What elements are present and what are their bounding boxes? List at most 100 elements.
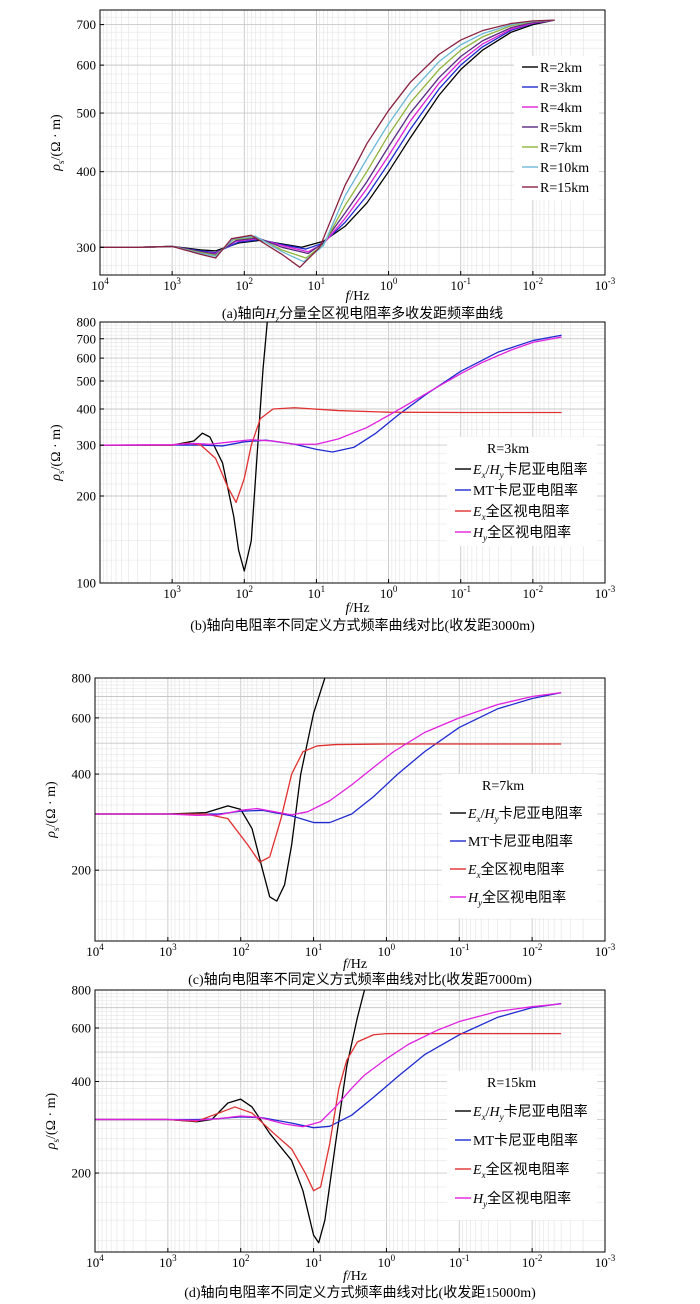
series-line-a-4 [100,19,555,259]
series-line-a-0 [100,19,555,252]
x-tick-label: 10-2 [523,276,544,293]
legend-background [442,774,597,918]
legend-entry: R=4km [540,101,582,116]
x-tick-label: 103 [159,1253,177,1270]
figure-caption: (c)轴向电阻率不同定义方式频率曲线对比(收发距7000m) [188,971,532,988]
chart-panel-a: 104 103 102 101 100 10-1 10-2 10-3 300 400 500 600 7… [49,9,616,324]
x-tick-label: 101 [308,584,326,601]
x-tick-label: 101 [305,942,323,959]
x-tick-label: 103 [159,942,177,959]
legend-title: R=15km [487,1076,536,1091]
series-line-d-2 [95,1032,562,1192]
legend-entry: Ex/Hy卡尼亚电阻率 [467,805,583,824]
x-tick-label: 10-2 [522,942,543,959]
series-line-a-3 [100,19,555,256]
y-tick-label: 600 [72,1020,92,1035]
legend-entry: Hy全区视电阻率 [467,889,566,908]
legend-d: R=15km Ex/Hy卡尼亚电阻率 MT卡尼亚电阻率 Ex全区视电阻率 Hy全区视电阻… [447,1071,597,1220]
x-tick-label: 10-1 [449,1253,470,1270]
x-tick-label: 102 [232,1253,250,1270]
x-tick-label: 103 [163,584,181,601]
series-group-c [95,678,562,902]
series-line-a-6 [100,19,555,268]
y-tick-label: 400 [72,767,92,782]
figure-caption: (b)轴向电阻率不同定义方式频率曲线对比(收发距3000m) [190,617,535,634]
legend-entry: Ex全区视电阻率 [467,861,565,880]
series-line-a-2 [100,19,555,255]
series-line-a-1 [100,19,555,254]
plot-frame-c [94,677,606,942]
y-tick-label: 600 [77,351,97,366]
x-tick-label: 100 [380,276,398,293]
x-tick-label: 102 [232,942,250,959]
x-tick-label: 100 [378,1253,396,1270]
y-tick-label: 600 [72,710,92,725]
legend-background [514,56,599,200]
y-tick-label: 500 [77,373,97,388]
x-tick-label: 10-3 [595,276,616,293]
legend-b: R=3km Ex/Hy卡尼亚电阻率 MT卡尼亚电阻率 Ex全区视电阻率 Hy全区视电阻率 [447,437,597,546]
x-tick-label: 104 [91,276,109,293]
series-group-a [100,19,555,268]
y-tick-label: 100 [77,576,97,591]
series-line-a-5 [100,19,555,263]
y-tick-label: 200 [77,489,97,504]
series-group-b [100,322,562,572]
x-tick-label: 10-1 [450,276,471,293]
series-line-b-0 [100,322,268,572]
x-tick-label: 100 [380,584,398,601]
y-tick-label: 200 [72,1166,92,1181]
y-tick-label: 600 [77,58,97,73]
y-tick-label: 300 [77,438,97,453]
x-tick-label: 10-3 [595,1253,616,1270]
legend-title: R=3km [487,442,529,457]
y-tick-label: 300 [77,240,97,255]
legend-entry: Hy全区视电阻率 [472,1190,571,1209]
series-group-d [95,990,562,1244]
x-tick-label: 104 [86,1253,104,1270]
figure-caption: (a)轴向Hz分量全区视电阻率多收发距频率曲线 [222,305,503,324]
x-tick-label: 10-3 [595,584,616,601]
series-line-b-1 [100,334,562,453]
legend-background [447,1071,597,1220]
x-tick-label: 100 [378,942,396,959]
legend-entry: Ex/Hy卡尼亚电阻率 [472,1103,588,1122]
series-line-d-3 [95,1003,562,1128]
series-line-c-3 [95,691,562,817]
chart-panel-c: 104 103 102 101 100 10-1 10-2 10-3 200 400 600 800 f… [44,671,616,989]
y-axis-label: ρs/(Ω · m) [44,1092,61,1150]
grid-a [100,9,606,275]
y-tick-label: 800 [72,671,92,686]
y-tick-label: 200 [72,863,92,878]
legend-entry: MT卡尼亚电阻率 [473,1132,578,1149]
legend-entry: R=2km [540,61,582,76]
series-line-d-0 [95,990,366,1244]
chart-panel-d: 104 103 102 101 100 10-1 10-2 10-3 200 400 600 800 f… [44,983,616,1302]
legend-entry: R=7km [540,141,582,156]
x-tick-label: 10-1 [450,584,471,601]
series-line-b-2 [100,407,562,504]
x-tick-label: 101 [308,276,326,293]
series-line-c-2 [95,743,562,863]
x-tick-label: 102 [236,276,253,293]
y-tick-label: 400 [77,402,97,417]
x-tick-label: 103 [163,276,181,293]
x-tick-label: 10-2 [523,584,544,601]
x-tick-label: 10-3 [595,942,616,959]
y-tick-label: 700 [77,331,97,346]
legend-c: R=7km Ex/Hy卡尼亚电阻率 MT卡尼亚电阻率 Ex全区视电阻率 Hy全区视电阻率 [442,774,597,918]
legend-entry: R=15km [540,181,589,196]
x-axis-label: f/Hz [343,957,367,972]
x-tick-label: 10-2 [522,1253,543,1270]
y-axis-label: ρs/(Ω · m) [49,424,66,482]
legend-entry: Hy全区视电阻率 [472,524,571,543]
series-line-c-1 [95,691,562,824]
figure-caption: (d)轴向电阻率不同定义方式频率曲线对比(收发距15000m) [184,1284,536,1301]
legend-entry: MT卡尼亚电阻率 [473,482,578,499]
series-line-b-3 [100,336,562,446]
x-axis-label: f/Hz [345,289,369,304]
x-tick-label: 104 [86,942,104,959]
y-tick-label: 800 [72,983,92,998]
legend-entry: Ex全区视电阻率 [472,1161,570,1180]
